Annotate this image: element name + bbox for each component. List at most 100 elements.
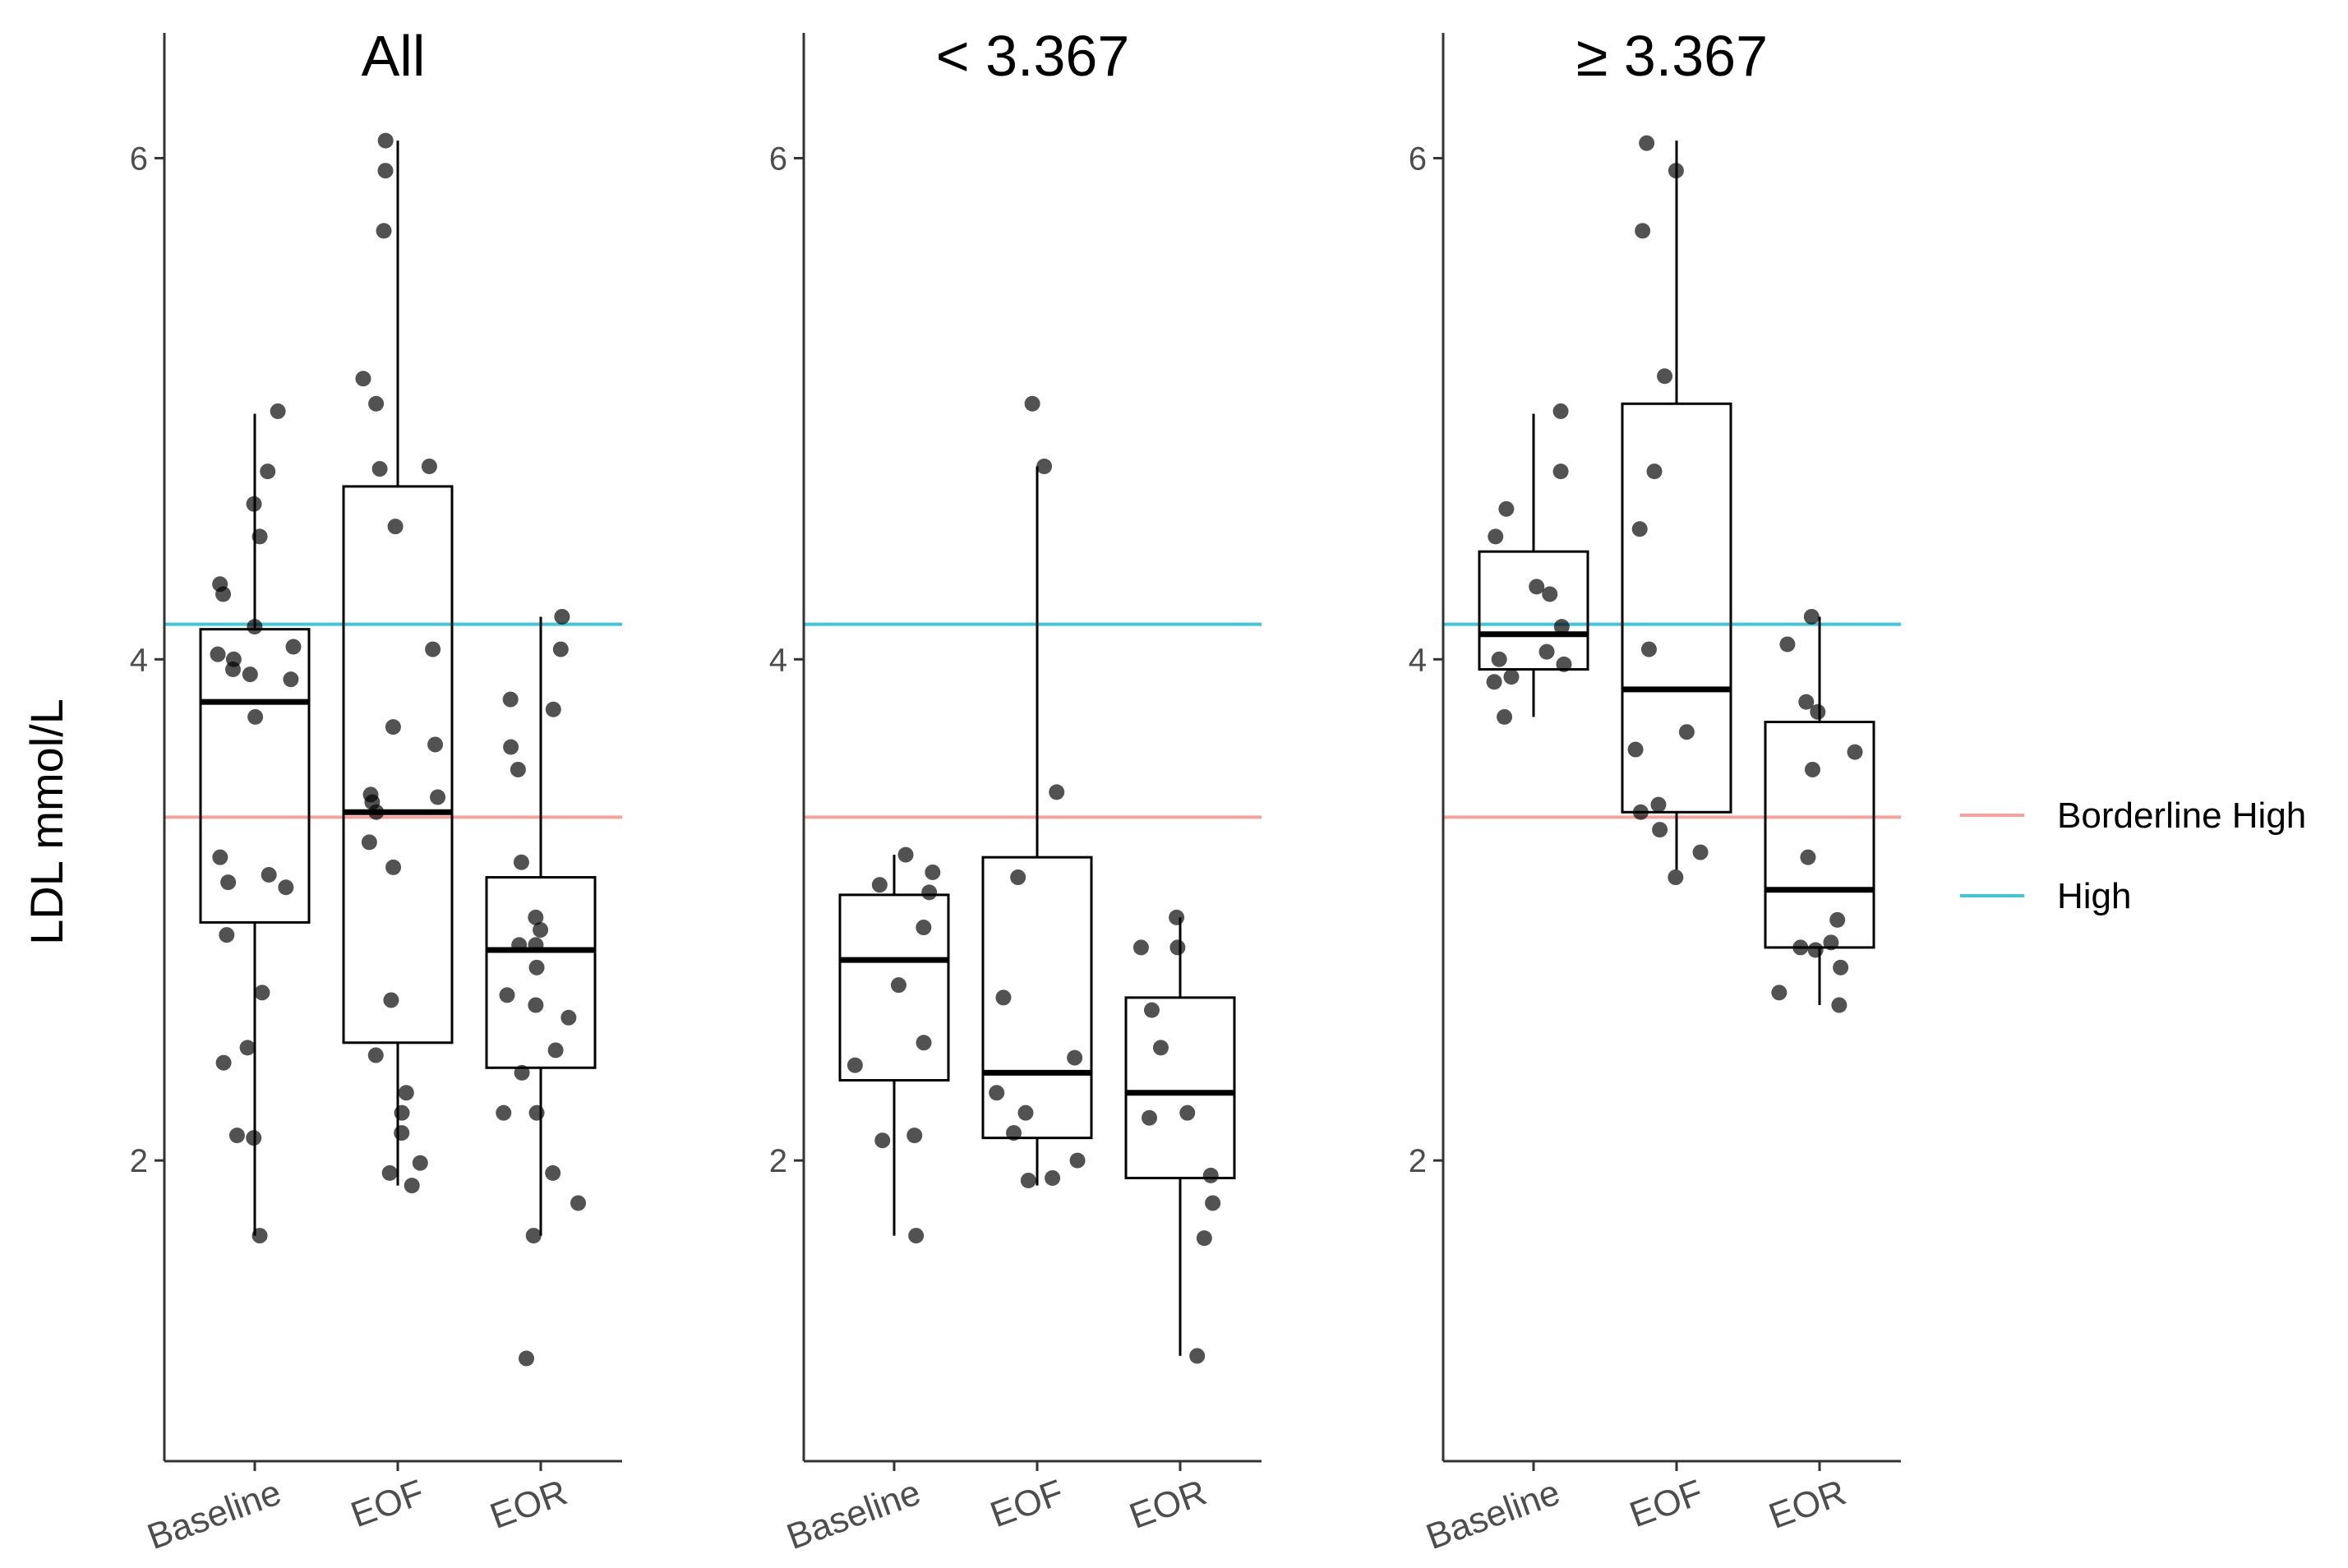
data-point <box>1045 1169 1061 1186</box>
box-iqr <box>981 855 1093 1140</box>
panel-title: ≥ 3.367 <box>1576 24 1768 88</box>
data-point <box>890 977 906 994</box>
data-point <box>383 992 399 1008</box>
data-point <box>212 849 228 865</box>
y-tick-label: 6 <box>130 141 148 177</box>
data-point <box>570 1195 587 1211</box>
data-point <box>1497 708 1513 725</box>
legend-label: High <box>2057 876 2132 916</box>
data-point <box>1491 651 1507 667</box>
data-point <box>518 1350 534 1367</box>
data-point <box>897 846 914 863</box>
y-tick-label: 6 <box>1409 141 1427 177</box>
data-point <box>427 736 444 753</box>
data-point <box>871 877 888 893</box>
data-point <box>1652 822 1668 838</box>
x-tick-label-baseline: Baseline <box>142 1472 286 1557</box>
data-point <box>1668 163 1684 179</box>
data-point <box>554 608 570 625</box>
y-axis-label: LDL mmol/L <box>21 699 72 945</box>
data-point <box>502 691 519 708</box>
data-point <box>220 874 237 891</box>
data-point <box>219 927 235 943</box>
data-point <box>1049 784 1065 800</box>
y-tick-label: 2 <box>1409 1143 1427 1179</box>
data-point <box>1152 1040 1169 1056</box>
data-point <box>533 922 549 938</box>
data-point <box>528 959 545 975</box>
data-point <box>560 1009 577 1026</box>
data-point <box>545 701 561 717</box>
data-point <box>1142 1109 1158 1126</box>
data-point <box>908 1228 925 1244</box>
data-point <box>1552 403 1569 419</box>
box-eof <box>981 466 1093 1186</box>
data-point <box>1657 368 1673 385</box>
data-point <box>1067 1049 1083 1066</box>
legend: Borderline High High <box>1960 796 2306 916</box>
y-tick-label: 4 <box>769 642 787 678</box>
data-point <box>528 937 544 953</box>
data-point <box>1639 135 1655 151</box>
y-tick-label: 4 <box>1409 642 1427 678</box>
data-point <box>361 834 377 851</box>
box-eor <box>1124 917 1236 1356</box>
data-point <box>1668 869 1684 886</box>
data-point <box>283 671 299 688</box>
data-point <box>1779 636 1796 653</box>
data-point <box>1800 849 1816 865</box>
data-point <box>1804 761 1820 777</box>
data-point <box>246 1130 262 1146</box>
x-tick-label-baseline: Baseline <box>1421 1472 1565 1557</box>
data-point <box>1179 1105 1196 1121</box>
data-point <box>989 1085 1005 1101</box>
data-point <box>1196 1230 1212 1247</box>
data-point <box>925 864 941 880</box>
x-tick-label-baseline: Baseline <box>782 1472 925 1557</box>
panel-below-threshold: < 3.367 2 4 6 Baseline EOF EOR <box>769 24 1262 1557</box>
data-point <box>1169 939 1186 956</box>
y-tick-label: 6 <box>769 141 787 177</box>
data-point <box>261 867 277 883</box>
data-point <box>511 937 528 953</box>
box-iqr <box>485 876 597 1069</box>
data-point <box>547 1042 564 1058</box>
data-point <box>552 641 569 657</box>
data-point <box>355 371 371 387</box>
data-point <box>385 719 401 736</box>
data-point <box>1538 643 1555 660</box>
panel-title: < 3.367 <box>936 24 1130 88</box>
data-point <box>1017 1105 1034 1121</box>
data-point <box>1143 1002 1160 1018</box>
data-point <box>1205 1195 1221 1211</box>
data-point <box>215 1054 232 1071</box>
y-tick-label: 4 <box>130 642 148 678</box>
data-point <box>254 985 270 1001</box>
data-point <box>212 576 228 593</box>
data-point <box>1486 674 1502 690</box>
data-point <box>1132 939 1149 956</box>
data-point <box>545 1164 561 1181</box>
x-tick-label-eor: EOR <box>1764 1472 1851 1537</box>
data-point <box>228 1128 245 1144</box>
data-point <box>1646 463 1663 480</box>
data-point <box>995 989 1012 1006</box>
data-point <box>528 1105 545 1121</box>
data-point <box>247 619 263 635</box>
data-point <box>1552 463 1569 480</box>
y-tick-label: 2 <box>130 1143 148 1179</box>
data-point <box>285 639 302 655</box>
x-tick-label-eof: EOF <box>985 1472 1069 1535</box>
data-point <box>921 884 938 901</box>
data-point <box>278 879 294 896</box>
box-eof <box>1621 141 1732 870</box>
data-point <box>1202 1167 1219 1183</box>
box-baseline <box>838 855 950 1236</box>
data-point <box>368 804 385 820</box>
data-point <box>1831 997 1847 1013</box>
data-point <box>368 395 385 412</box>
data-point <box>1553 619 1570 635</box>
data-point <box>1692 844 1709 860</box>
data-point <box>1627 741 1644 758</box>
